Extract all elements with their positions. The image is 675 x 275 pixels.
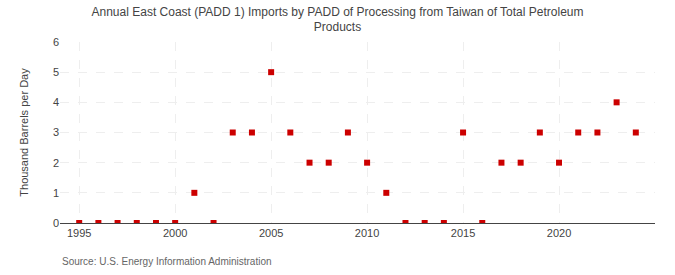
svg-text:2000: 2000 bbox=[163, 227, 187, 239]
svg-text:1: 1 bbox=[53, 187, 59, 199]
svg-text:3: 3 bbox=[53, 126, 59, 138]
svg-text:Annual East Coast (PADD 1) Imp: Annual East Coast (PADD 1) Imports by PA… bbox=[92, 5, 584, 35]
svg-text:2010: 2010 bbox=[355, 227, 379, 239]
svg-text:0: 0 bbox=[53, 217, 59, 229]
svg-text:2005: 2005 bbox=[259, 227, 283, 239]
svg-text:Thousand Barrels per Day: Thousand Barrels per Day bbox=[18, 68, 30, 197]
svg-text:2015: 2015 bbox=[451, 227, 475, 239]
svg-text:Source: U.S. Energy Informatio: Source: U.S. Energy Information Administ… bbox=[62, 256, 272, 267]
svg-text:4: 4 bbox=[53, 96, 59, 108]
svg-text:6: 6 bbox=[53, 36, 59, 48]
svg-text:2020: 2020 bbox=[547, 227, 571, 239]
svg-text:5: 5 bbox=[53, 66, 59, 78]
svg-text:1995: 1995 bbox=[67, 227, 91, 239]
svg-text:2: 2 bbox=[53, 157, 59, 169]
